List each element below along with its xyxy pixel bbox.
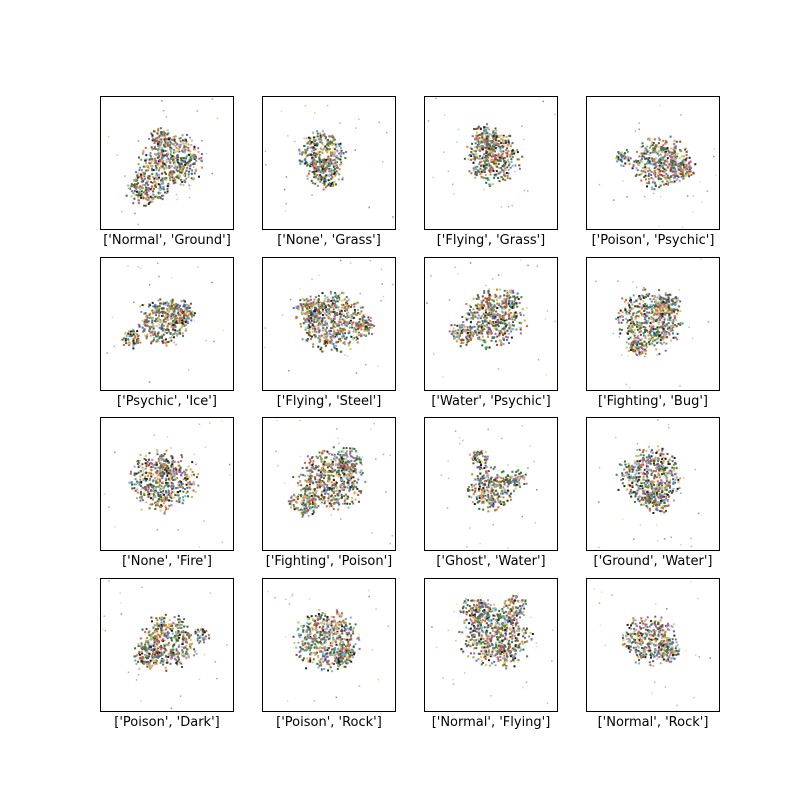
sprite-image <box>424 417 558 551</box>
sprite-image <box>100 257 234 391</box>
panel: ['Ghost', 'Water'] <box>406 417 576 577</box>
sprite-image <box>262 417 396 551</box>
panel-caption: ['Fighting', 'Poison'] <box>265 554 393 569</box>
panel-caption: ['Flying', 'Grass'] <box>436 233 546 248</box>
panel: ['None', 'Fire'] <box>82 417 252 577</box>
sprite-pixels <box>595 258 710 389</box>
sprite-pixels <box>593 581 711 707</box>
panel: ['Normal', 'Ground'] <box>82 96 252 256</box>
panel-caption: ['Water', 'Psychic'] <box>431 394 551 409</box>
panel: ['Fighting', 'Poison'] <box>244 417 414 577</box>
panel: ['Flying', 'Steel'] <box>244 257 414 417</box>
sprite-pixels <box>267 589 390 702</box>
sprite-image <box>424 96 558 230</box>
sprite-image <box>100 417 234 551</box>
panel-caption: ['None', 'Fire'] <box>122 554 212 569</box>
panel-caption: ['Normal', 'Ground'] <box>103 233 231 248</box>
sprite-pixels <box>440 425 538 549</box>
sprite-pixels <box>264 104 394 218</box>
panel-caption: ['Fighting', 'Bug'] <box>598 394 708 409</box>
sprite-pixels <box>102 580 228 710</box>
panel-caption: ['Ground', 'Water'] <box>593 554 713 569</box>
panel: ['Psychic', 'Ice'] <box>82 257 252 417</box>
sprite-image <box>424 257 558 391</box>
sprite-pixels <box>106 262 225 383</box>
panel: ['None', 'Grass'] <box>244 96 414 256</box>
sprite-image <box>100 96 234 230</box>
sprite-image <box>586 257 720 391</box>
sprite-pixels <box>598 419 700 549</box>
panel: ['Flying', 'Grass'] <box>406 96 576 256</box>
panel-caption: ['None', 'Grass'] <box>277 233 381 248</box>
sprite-pixels <box>431 594 554 705</box>
sprite-image <box>262 257 396 391</box>
panel: ['Fighting', 'Bug'] <box>568 257 738 417</box>
panel: ['Poison', 'Psychic'] <box>568 96 738 256</box>
sprite-image <box>424 578 558 712</box>
sprite-image <box>586 417 720 551</box>
sprite-pixels <box>264 259 394 374</box>
sprite-pixels <box>107 98 219 226</box>
panel-caption: ['Poison', 'Dark'] <box>114 715 220 730</box>
sprite-image <box>100 578 234 712</box>
sprite-pixels <box>598 104 717 229</box>
panel: ['Water', 'Psychic'] <box>406 257 576 417</box>
sprite-image <box>586 96 720 230</box>
panel: ['Poison', 'Dark'] <box>82 578 252 738</box>
panel-caption: ['Poison', 'Rock'] <box>276 715 382 730</box>
sprite-image <box>586 578 720 712</box>
panel: ['Normal', 'Rock'] <box>568 578 738 738</box>
panel-caption: ['Normal', 'Rock'] <box>597 715 709 730</box>
sprite-pixels <box>275 419 394 545</box>
panel-caption: ['Ghost', 'Water'] <box>436 554 546 569</box>
panel: ['Normal', 'Flying'] <box>406 578 576 738</box>
sprite-pixels <box>426 258 556 378</box>
panel-caption: ['Psychic', 'Ice'] <box>117 394 217 409</box>
panel: ['Ground', 'Water'] <box>568 417 738 577</box>
panel-caption: ['Flying', 'Steel'] <box>276 394 382 409</box>
panel-caption: ['Normal', 'Flying'] <box>431 715 551 730</box>
sprite-image <box>262 96 396 230</box>
panel: ['Poison', 'Rock'] <box>244 578 414 738</box>
sprite-image <box>262 578 396 712</box>
sprite-pixels <box>427 97 556 208</box>
sprite-pixels <box>103 420 231 548</box>
panel-caption: ['Poison', 'Psychic'] <box>591 233 715 248</box>
